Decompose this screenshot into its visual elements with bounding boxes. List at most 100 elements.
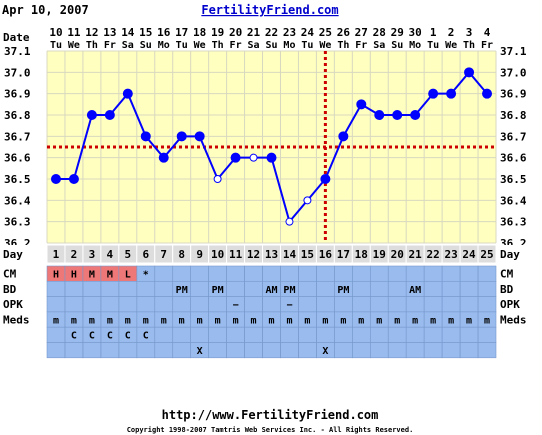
y-tick-left: 36.5 — [4, 173, 31, 186]
temperature-point — [176, 131, 187, 142]
day-row-label: Day — [3, 248, 23, 261]
date-label: 22 — [265, 26, 278, 39]
day-label: 17 — [337, 248, 350, 261]
row-label-left: CM — [3, 268, 17, 281]
grid — [46, 50, 497, 244]
temperature-point — [266, 152, 277, 163]
row-cell-value: m — [179, 315, 185, 326]
row-cell-value: m — [233, 315, 239, 326]
date-label: 16 — [157, 26, 171, 39]
row-cell-value: m — [412, 315, 418, 326]
row-label-right: Meds — [500, 313, 527, 326]
row-cell-value: X — [197, 346, 203, 357]
row-cell-value: M — [107, 270, 113, 281]
temperature-point — [356, 99, 367, 110]
row-cell-value: m — [448, 315, 454, 326]
y-tick-right: 37.0 — [500, 66, 527, 79]
temperature-point — [213, 175, 222, 183]
day-label: 12 — [247, 248, 260, 261]
weekday-label: Su — [265, 40, 277, 51]
weekday-label: Th — [337, 40, 349, 51]
footer-url[interactable]: http://www.FertilityFriend.com — [162, 408, 379, 422]
row-cell-value: L — [125, 270, 131, 281]
day-row-label-right: Day — [500, 248, 520, 261]
day-label: 9 — [196, 248, 203, 261]
date-label: 25 — [319, 26, 332, 39]
day-label: 13 — [265, 248, 278, 261]
row-cell-value: m — [251, 315, 257, 326]
date-label: 26 — [337, 26, 351, 39]
row-cell-value: AM — [409, 285, 421, 296]
date-label: 17 — [175, 26, 188, 39]
weekday-label: Tu — [427, 40, 439, 51]
row-cell-value: C — [71, 331, 77, 342]
weekday-label: Th — [463, 40, 475, 51]
date-label: 12 — [85, 26, 98, 39]
reference-lines — [47, 51, 496, 243]
y-tick-left: 36.3 — [4, 216, 31, 229]
site-link[interactable]: FertilityFriend.com — [201, 3, 338, 17]
row-bg — [47, 281, 496, 297]
weekday-label: Fr — [230, 40, 242, 51]
weekday-label: Mo — [158, 40, 170, 51]
row-cell-value: H — [71, 270, 77, 281]
day-label: 24 — [462, 248, 476, 261]
date-label: 11 — [67, 26, 81, 39]
y-tick-right: 36.7 — [500, 130, 527, 143]
day-label: 1 — [53, 248, 60, 261]
day-label: 23 — [444, 248, 457, 261]
temperature-point — [230, 152, 241, 163]
row-cell-value: m — [394, 315, 400, 326]
y-tick-right: 36.8 — [500, 109, 527, 122]
temperature-point — [158, 152, 169, 163]
y-tick-left: 37.0 — [4, 66, 31, 79]
temperature-point — [50, 174, 61, 184]
row-cell-value: C — [89, 331, 95, 342]
y-tick-right: 36.9 — [500, 88, 527, 101]
weekday-label: Fr — [481, 40, 493, 51]
row-cell-value: m — [53, 315, 59, 326]
date-label: 10 — [49, 26, 62, 39]
date-label: 27 — [355, 26, 368, 39]
day-label: 8 — [178, 248, 185, 261]
y-tick-left: 36.6 — [4, 152, 31, 165]
day-label: 11 — [229, 248, 243, 261]
row-cell-value: PM — [337, 285, 349, 296]
date-label: 21 — [247, 26, 261, 39]
row-cell-value: M — [89, 270, 95, 281]
day-label: 20 — [391, 248, 404, 261]
weekday-label: Su — [391, 40, 403, 51]
day-label: 16 — [319, 248, 333, 261]
weekday-label: Fr — [104, 40, 116, 51]
date-label: 14 — [121, 26, 135, 39]
temperature-point — [392, 110, 403, 120]
chart-date: Apr 10, 2007 — [2, 3, 89, 17]
y-tick-left: 36.8 — [4, 109, 31, 122]
date-label: 19 — [211, 26, 224, 39]
row-cell-value: m — [304, 315, 310, 326]
row-cell-value: m — [322, 315, 328, 326]
row-cell-value: m — [286, 315, 292, 326]
temperature-point — [249, 153, 258, 162]
temperature-point — [446, 88, 457, 99]
temperature-point — [303, 196, 312, 205]
day-label: 5 — [125, 248, 132, 261]
weekday-label: Tu — [50, 40, 62, 51]
row-cell-value: m — [268, 315, 274, 326]
weekday-label: Mo — [283, 40, 295, 51]
row-cell-value: PM — [283, 285, 295, 296]
row-label-right: BD — [500, 283, 514, 296]
row-label-left: Meds — [3, 313, 30, 326]
row-cell-value: C — [143, 331, 149, 342]
row-cell-value: m — [71, 315, 77, 326]
y-tick-right: 36.6 — [500, 152, 527, 165]
row-cell-value: m — [215, 315, 221, 326]
weekday-label: Sa — [248, 40, 260, 51]
date-label: 3 — [466, 26, 473, 39]
row-cell-value: m — [143, 315, 149, 326]
row-label-left: OPK — [3, 298, 23, 311]
date-label: 2 — [448, 26, 455, 39]
y-tick-left: 36.4 — [4, 194, 31, 207]
day-label: 2 — [71, 248, 78, 261]
